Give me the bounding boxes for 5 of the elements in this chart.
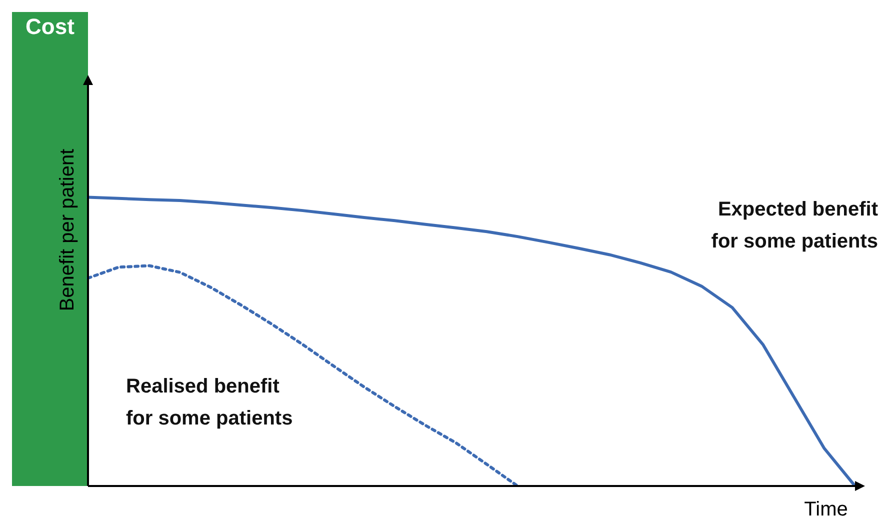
text: Cost [24,14,76,40]
y-axis-title: Benefit per patient [56,148,79,312]
series-label: Realised benefit for some patients [126,376,293,430]
x-axis-title: Time [804,498,848,521]
series-label: Expected benefit for some patients [711,198,878,253]
